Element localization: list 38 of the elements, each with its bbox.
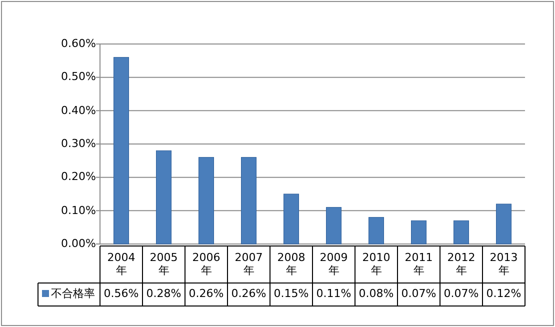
y-tick-label: 0.50% [60,70,96,84]
data-label: 0.26% [188,287,225,301]
x-tick-label: 2009年 [318,251,349,279]
bar [241,157,256,244]
x-tick-label: 2008年 [276,251,306,279]
y-tick-label: 0.20% [60,170,96,184]
bar [496,204,512,244]
x-tick-label: 2007年 [234,251,264,279]
data-label: 0.15% [272,287,310,301]
bar [284,194,299,244]
x-tick-label: 2010年 [361,251,392,279]
data-label: 0.07% [442,287,480,301]
y-tick-label: 0.30% [60,137,96,151]
data-label: 0.56% [102,287,140,301]
data-label: 0.08% [358,287,395,301]
bar [454,220,469,244]
x-tick-label: 2011年 [404,251,434,279]
bar [368,217,384,244]
bar [198,157,214,244]
y-tick-label: 0.60% [60,37,96,51]
legend-label: 不合格率 [51,287,96,301]
x-tick-label: 2005年 [148,251,179,279]
data-label: 0.11% [315,287,352,301]
bar [156,150,172,244]
bar [114,57,129,244]
data-label: 0.26% [230,287,268,301]
x-tick-label: 2013年 [488,251,519,279]
data-label: 0.07% [400,287,438,301]
data-label: 0.12% [485,287,522,301]
y-tick-label: 0.00% [60,237,96,251]
y-tick-label: 0.10% [60,204,96,218]
y-tick-label: 0.40% [60,104,96,118]
bar [326,207,342,244]
x-tick-label: 2006年 [191,251,222,279]
x-tick-label: 2004年 [106,251,136,279]
data-label: 0.28% [145,287,182,301]
x-tick-label: 2012年 [446,251,476,279]
bar [411,220,426,244]
